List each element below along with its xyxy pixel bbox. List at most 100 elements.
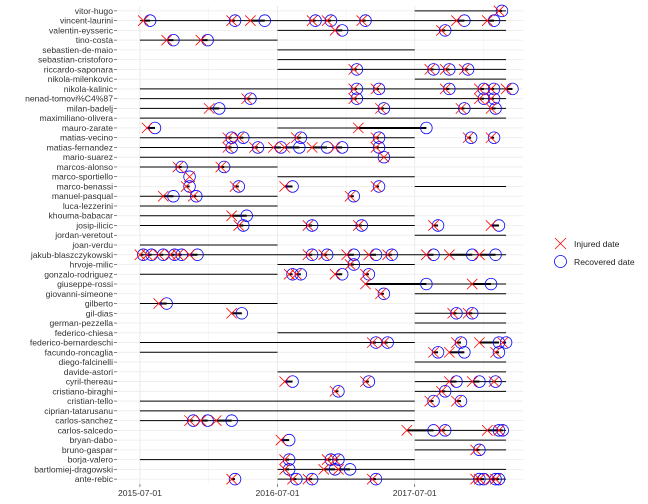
recovered-point xyxy=(148,121,162,135)
injured-point-stroke xyxy=(229,180,241,192)
y-tick-label: federico-bernardeschi xyxy=(30,338,113,348)
injured-point-stroke xyxy=(363,249,375,261)
recovered-point xyxy=(175,248,188,261)
recovered-point xyxy=(458,14,471,27)
injured-point-stroke xyxy=(184,249,196,261)
injured-point-stroke xyxy=(226,307,238,319)
y-tick-label: matias-vecino xyxy=(60,133,113,143)
injured-point-stroke xyxy=(290,132,302,144)
recovered-point xyxy=(369,472,383,486)
injured-point-stroke xyxy=(370,132,382,144)
injured-point-stroke xyxy=(352,122,364,134)
recovered-point xyxy=(492,472,506,486)
injured-point-stroke xyxy=(141,249,153,261)
injured-point-stroke xyxy=(497,337,509,349)
injured-point-stroke xyxy=(485,102,497,114)
y-tick-label: federico-chiesa xyxy=(55,328,113,338)
y-tick-label: sebastien-de-maio xyxy=(42,45,113,55)
injured-point-stroke xyxy=(424,63,436,75)
injured-point-stroke xyxy=(332,463,344,475)
contract-lines xyxy=(139,10,507,480)
recovered-point xyxy=(201,414,214,427)
injured-point-stroke xyxy=(420,249,432,261)
y-tick-label: gil-dias xyxy=(86,308,113,318)
recovered-point xyxy=(489,472,502,486)
legend-item-recovered: Recovered date xyxy=(554,255,635,268)
injured-point-stroke xyxy=(341,249,353,261)
recovered-point xyxy=(343,463,357,476)
y-tick-label: mauro-zarate xyxy=(62,123,113,133)
y-tick-label: german-pezzella xyxy=(49,318,113,328)
recovered-point xyxy=(473,375,486,388)
injured-point-stroke xyxy=(435,424,447,436)
injured-point-stroke xyxy=(279,376,291,388)
injured-point-stroke xyxy=(435,385,447,397)
recovered-point xyxy=(420,121,433,135)
injured-point-stroke xyxy=(153,298,165,310)
recovered-point xyxy=(258,14,271,27)
recovered-point xyxy=(473,443,486,457)
injured-point-stroke xyxy=(226,15,238,27)
recovered-point xyxy=(477,92,491,105)
injured-point-stroke xyxy=(450,395,462,407)
injured-point-stroke xyxy=(318,463,330,475)
y-tick-label: nikola-milenkovic xyxy=(48,74,114,84)
recovered-point xyxy=(167,33,180,47)
y-tick-label: manuel-pasqual xyxy=(52,191,113,201)
recovered-point xyxy=(369,248,383,261)
recovered-point xyxy=(506,82,519,96)
recovered-point xyxy=(237,131,250,144)
y-tick-label: bruno-gaspar xyxy=(62,445,113,455)
injured-point-stroke xyxy=(279,463,291,475)
recovered-point xyxy=(282,463,296,476)
injured-point-stroke xyxy=(344,259,356,270)
injured-point-stroke xyxy=(366,473,378,485)
recovered-point xyxy=(294,268,308,281)
injured-point-stroke xyxy=(329,24,341,36)
injured-point-stroke xyxy=(485,132,497,144)
recovered-point xyxy=(335,141,349,154)
x-tick-label: 2017-07-01 xyxy=(393,488,437,498)
injured-point-stroke xyxy=(375,102,387,114)
recovered-point xyxy=(443,82,456,96)
y-tick-label: vitor-hugo xyxy=(75,6,113,16)
recovered-point xyxy=(473,472,486,486)
recovered-point xyxy=(335,24,349,37)
y-tick-label: hrvoje-milic xyxy=(70,260,114,270)
y-tick-label: cristian-tello xyxy=(67,396,113,406)
recovered-point xyxy=(191,248,204,261)
y-tick-label: jordan-veretout xyxy=(54,230,113,240)
recovered-point xyxy=(461,63,475,76)
markers xyxy=(134,4,519,486)
injured-point-stroke xyxy=(470,444,482,456)
injured-point-stroke xyxy=(401,424,413,436)
recovered-point xyxy=(454,336,468,349)
injured-point-stroke xyxy=(366,337,378,349)
injured-point-stroke xyxy=(215,161,227,173)
y-tick-label: marco-sportiello xyxy=(52,172,113,182)
injured-point-stroke xyxy=(443,346,455,358)
recovered-point xyxy=(454,394,468,408)
injured-point-stroke xyxy=(473,83,485,95)
injured-point-stroke xyxy=(375,288,387,300)
injured-point-stroke xyxy=(226,473,238,485)
y-tick-label: vincent-laurini xyxy=(60,16,113,26)
recovered-point xyxy=(305,248,319,261)
recovered-point xyxy=(377,102,391,115)
injured-point-stroke xyxy=(184,415,196,427)
recovered-point xyxy=(143,14,157,27)
recovered-point xyxy=(335,268,349,281)
injured-point-stroke xyxy=(302,249,314,261)
injured-point-stroke xyxy=(370,83,382,95)
recovered-point xyxy=(190,190,203,203)
injured-point-stroke xyxy=(141,122,153,134)
injured-point-stroke xyxy=(329,268,341,280)
recovered-point xyxy=(487,131,501,144)
recovered-point xyxy=(328,463,342,476)
injured-point-stroke xyxy=(233,132,245,144)
y-tick-label: bryan-dabo xyxy=(70,435,114,445)
recovered-point xyxy=(385,248,399,261)
y-tick-label: khouma-babacar xyxy=(49,211,114,221)
recovered-point xyxy=(290,472,303,486)
recovered-point xyxy=(431,219,445,232)
